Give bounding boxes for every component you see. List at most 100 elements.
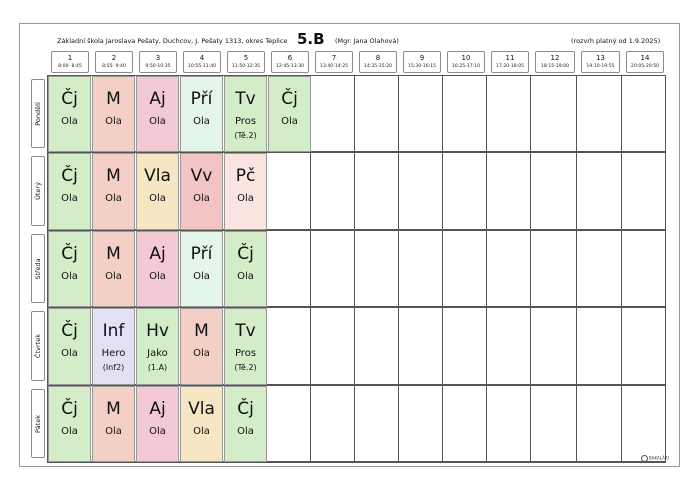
lesson-cell: M Ola <box>92 386 135 462</box>
lesson-subject: Pří <box>181 89 222 109</box>
lesson-cell: Čj Ola <box>224 386 267 462</box>
lesson-teacher: Ola <box>93 115 134 128</box>
lesson-cell: Čj Ola <box>48 386 91 462</box>
day-name: Úterý <box>34 182 42 200</box>
column-divider <box>665 75 666 462</box>
lesson-cell: Tv Pros (Tě.2) <box>224 308 267 385</box>
day-label-4: Čtvrtek <box>31 311 45 381</box>
lesson-cell: Vla Ola <box>136 153 179 230</box>
lesson-cell: Pč Ola <box>224 153 267 230</box>
validity-note: (rozvrh platný od 1.9.2025) <box>571 37 660 45</box>
period-header-13: 13 19:10-19:55 <box>581 51 620 73</box>
period-time: 11:50-12:35 <box>228 63 264 70</box>
lesson-teacher: Ola <box>93 270 134 283</box>
period-time: 18:15-19:00 <box>536 63 574 70</box>
lesson-teacher: Ola <box>93 425 134 438</box>
period-number: 8 <box>360 54 396 63</box>
lesson-teacher: Ola <box>137 115 178 128</box>
lesson-teacher: Ola <box>181 192 222 205</box>
lesson-cell: Čj Ola <box>48 231 91 307</box>
column-divider <box>530 75 531 462</box>
lesson-teacher: Ola <box>49 347 90 360</box>
period-header-3: 3 9:50-10:35 <box>139 51 177 73</box>
period-time: 17:20-18:05 <box>492 63 528 70</box>
column-divider <box>576 75 577 462</box>
logo-text: BAKALÁŘI <box>649 456 669 461</box>
column-divider <box>354 75 355 462</box>
period-time: 15:30-16:15 <box>404 63 440 70</box>
period-number: 11 <box>492 54 528 63</box>
day-name: Pátek <box>34 415 42 433</box>
lesson-subject: Čj <box>225 244 266 264</box>
lesson-cell: Pří Ola <box>180 76 223 152</box>
lesson-subject: Tv <box>225 321 266 341</box>
day-label-3: Středa <box>31 234 45 303</box>
class-name: 5.B <box>297 30 325 48</box>
lesson-subject: Vv <box>181 166 222 186</box>
lesson-teacher: Ola <box>225 425 266 438</box>
lesson-room: (1.A) <box>137 362 178 373</box>
lesson-cell: M Ola <box>180 308 223 385</box>
day-label-5: Pátek <box>31 389 45 458</box>
lesson-cell: M Ola <box>92 76 135 152</box>
period-number: 7 <box>316 54 352 63</box>
lesson-cell: Pří Ola <box>180 231 223 307</box>
period-header-14: 14 20:05-20:50 <box>626 51 664 73</box>
period-time: 10:55-11:40 <box>184 63 220 70</box>
period-number: 9 <box>404 54 440 63</box>
period-time: 19:10-19:55 <box>582 63 619 70</box>
lesson-subject: Čj <box>49 399 90 419</box>
period-header-6: 6 12:45-13:30 <box>271 51 309 73</box>
lesson-subject: M <box>93 399 134 419</box>
lesson-teacher: Jako <box>137 347 178 360</box>
period-time: 12:45-13:30 <box>272 63 308 70</box>
lesson-subject: Inf <box>93 321 134 341</box>
lesson-subject: Pří <box>181 244 222 264</box>
period-number: 13 <box>582 54 619 63</box>
lesson-teacher: Ola <box>225 192 266 205</box>
period-header-8: 8 14:35-15:20 <box>359 51 397 73</box>
lesson-subject: Aj <box>137 89 178 109</box>
class-teacher: (Mgr. Jana Olahová) <box>335 37 399 45</box>
lesson-teacher: Ola <box>181 270 222 283</box>
lesson-cell: Čj Ola <box>268 76 311 152</box>
lesson-subject: M <box>93 89 134 109</box>
period-header-9: 9 15:30-16:15 <box>403 51 441 73</box>
lesson-teacher: Hero <box>93 347 134 360</box>
lesson-cell: Hv Jako (1.A) <box>136 308 179 385</box>
lesson-cell: Čj Ola <box>48 76 91 152</box>
lesson-cell: Inf Hero (Inf2) <box>92 308 135 385</box>
lesson-subject: Hv <box>137 321 178 341</box>
lesson-teacher: Ola <box>49 425 90 438</box>
lesson-cell: Aj Ola <box>136 386 179 462</box>
day-name: Středa <box>34 258 42 279</box>
lesson-cell: Čj Ola <box>48 153 91 230</box>
period-header-10: 10 16:25-17:10 <box>447 51 485 73</box>
lesson-subject: Aj <box>137 399 178 419</box>
lesson-subject: Tv <box>225 89 266 109</box>
period-number: 5 <box>228 54 264 63</box>
lesson-subject: M <box>181 321 222 341</box>
lesson-subject: Čj <box>269 89 310 109</box>
lesson-teacher: Ola <box>49 115 90 128</box>
lesson-subject: Čj <box>49 244 90 264</box>
lesson-teacher: Pros <box>225 347 266 360</box>
day-label-2: Úterý <box>31 156 45 226</box>
lesson-room: (Inf2) <box>93 362 134 373</box>
period-header-12: 12 18:15-19:00 <box>535 51 575 73</box>
period-time: 9:50-10:35 <box>140 63 176 70</box>
period-header-4: 4 10:55-11:40 <box>183 51 221 73</box>
column-divider <box>442 75 443 462</box>
lesson-teacher: Ola <box>137 425 178 438</box>
lesson-teacher: Ola <box>181 115 222 128</box>
period-number: 6 <box>272 54 308 63</box>
logo-icon <box>641 455 648 462</box>
period-header-2: 2 8:55- 9:40 <box>95 51 133 73</box>
lesson-teacher: Ola <box>137 192 178 205</box>
period-number: 14 <box>627 54 663 63</box>
day-name: Pondělí <box>34 102 42 126</box>
period-number: 1 <box>52 54 88 63</box>
lesson-cell: M Ola <box>92 153 135 230</box>
lesson-subject: Čj <box>49 166 90 186</box>
lesson-subject: Čj <box>225 399 266 419</box>
